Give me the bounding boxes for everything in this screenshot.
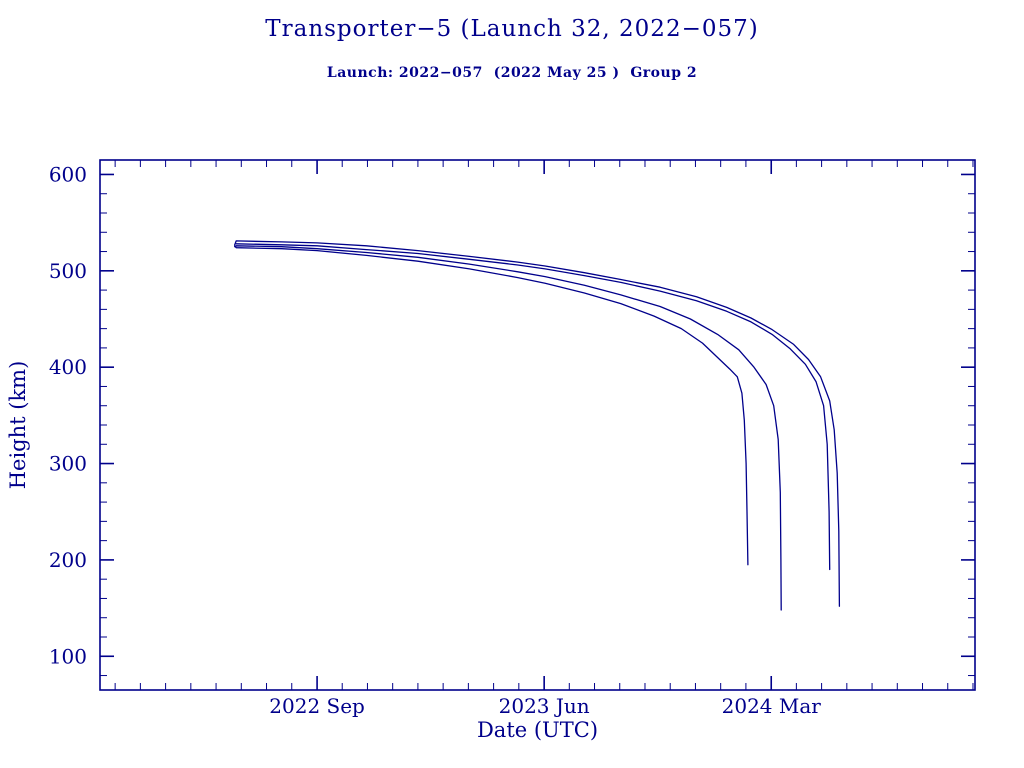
y-tick-label: 300 (49, 452, 87, 476)
y-axis-label: Height (km) (6, 360, 30, 490)
decay-curve-object-2 (234, 245, 782, 611)
y-tick-label: 100 (49, 644, 87, 668)
x-axis-label: Date (UTC) (476, 718, 599, 742)
chart-title: Transporter−5 (Launch 32, 2022−057) (265, 16, 759, 42)
y-tick-label: 500 (49, 259, 87, 283)
x-tick-label: 2024 Mar (722, 694, 822, 718)
y-tick-label: 400 (49, 355, 87, 379)
plot-frame (99, 159, 976, 691)
y-tick-label: 200 (49, 548, 87, 572)
decay-curve-object-1 (234, 245, 749, 566)
y-tick-label: 600 (49, 162, 87, 186)
x-tick-label: 2022 Sep (269, 694, 365, 718)
decay-curve-object-3 (235, 243, 831, 571)
decay-curve-object-4 (234, 240, 841, 607)
x-tick-label: 2023 Jun (499, 694, 590, 718)
chart-subtitle: Launch: 2022−057 (2022 May 25 ) Group 2 (326, 65, 698, 81)
